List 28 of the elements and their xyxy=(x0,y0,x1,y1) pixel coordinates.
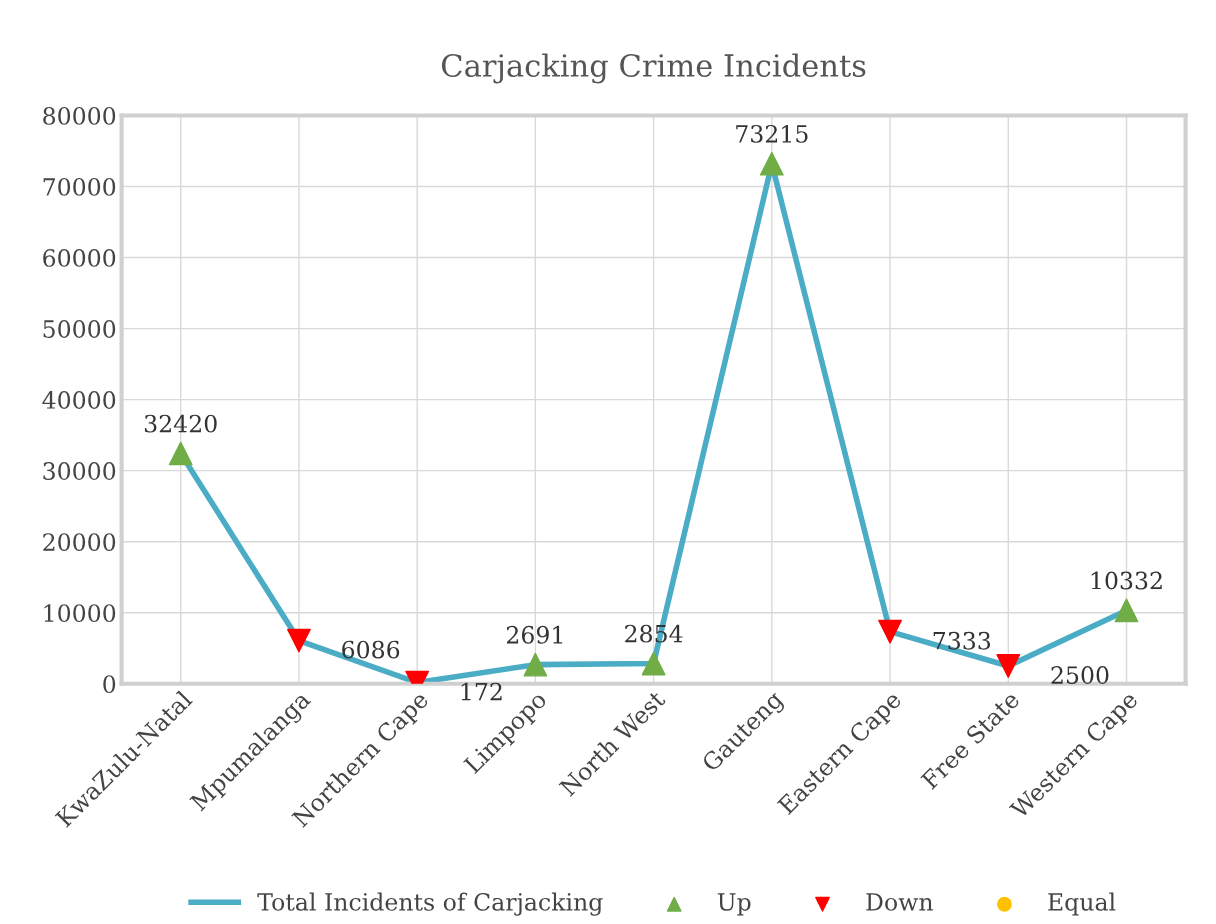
point xyxy=(641,651,666,676)
data-label: 7333 xyxy=(933,631,991,650)
y-tick-label: 20000 xyxy=(43,533,116,551)
y-tick-label: 70000 xyxy=(43,177,116,196)
point xyxy=(523,652,548,677)
data-label: 6086 xyxy=(342,640,400,659)
data-label: 2691 xyxy=(506,625,563,644)
y-tick-label: 80000 xyxy=(43,106,116,125)
chart-title: Carjacking Crime Incidents xyxy=(441,53,866,84)
point xyxy=(287,628,311,653)
point xyxy=(759,151,784,176)
data-label: 73215 xyxy=(736,124,808,143)
point xyxy=(1114,598,1139,623)
data-label: 32420 xyxy=(144,414,217,433)
data-label: 2500 xyxy=(1051,666,1109,684)
y-tick-label: 40000 xyxy=(42,391,116,409)
point xyxy=(996,654,1021,678)
y-tick-label: 30000 xyxy=(43,462,116,480)
legend-label: Equal xyxy=(1048,892,1116,916)
legend-label: Up xyxy=(717,893,751,916)
data-label: 10332 xyxy=(1091,571,1162,590)
point xyxy=(168,441,193,466)
y-tick-label: 10000 xyxy=(44,604,116,623)
legend-label: Total Incidents of Carjacking xyxy=(257,892,603,916)
y-tick-label: 50000 xyxy=(43,320,116,338)
point xyxy=(878,619,902,644)
legend-label: Down xyxy=(866,893,933,911)
y-tick-label: 60000 xyxy=(43,249,116,267)
